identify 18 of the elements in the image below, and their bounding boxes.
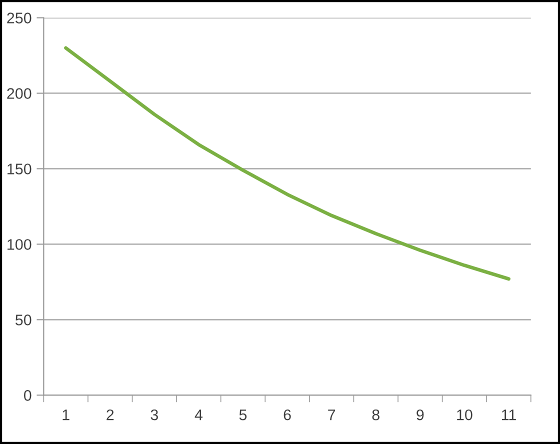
x-tick-label: 1 [62,410,70,420]
y-tick-label: 50 [15,314,32,326]
x-tick-label: 3 [150,409,158,420]
x-tick-label: 2 [106,409,114,420]
x-tick-label: 7 [328,410,336,420]
x-tick-label: 8 [372,409,380,420]
y-tick-label: 250 [7,12,32,24]
x-tick-label: 5 [239,410,247,420]
y-tick-label: 0 [24,390,32,401]
x-tick-label: 4 [194,410,202,420]
y-tick-label: 100 [8,239,32,250]
y-tick-label: 150 [8,164,32,174]
line-series [64,46,510,281]
x-tick-label: 6 [284,409,291,420]
x-tick-label: 10 [457,409,472,420]
y-tick-label: 200 [7,88,32,99]
x-tick-label: 11 [502,410,516,420]
x-tick-label: 9 [416,409,424,420]
